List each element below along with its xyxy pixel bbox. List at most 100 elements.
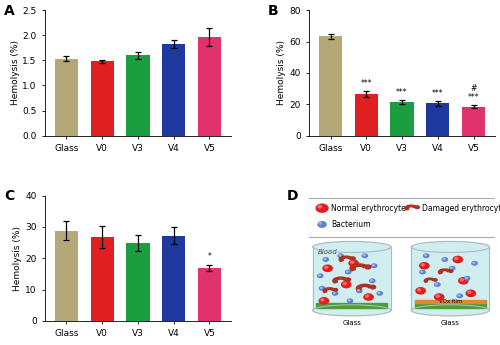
Circle shape xyxy=(464,277,469,280)
Ellipse shape xyxy=(412,241,490,253)
Polygon shape xyxy=(412,247,490,310)
Circle shape xyxy=(458,278,468,284)
Circle shape xyxy=(349,260,358,266)
Circle shape xyxy=(420,263,429,269)
Circle shape xyxy=(346,278,350,281)
Text: VOx film: VOx film xyxy=(438,299,462,304)
Circle shape xyxy=(364,294,373,300)
Y-axis label: Hemolysis (%): Hemolysis (%) xyxy=(10,40,20,106)
Text: A: A xyxy=(4,4,15,18)
Text: Blood: Blood xyxy=(318,249,337,255)
Text: B: B xyxy=(268,4,279,18)
Ellipse shape xyxy=(313,241,391,253)
Polygon shape xyxy=(415,300,486,303)
Polygon shape xyxy=(313,247,391,310)
Circle shape xyxy=(473,262,474,263)
Circle shape xyxy=(422,264,424,266)
Bar xyxy=(126,243,150,321)
Circle shape xyxy=(323,258,328,261)
Circle shape xyxy=(436,295,439,297)
Ellipse shape xyxy=(412,305,490,316)
Circle shape xyxy=(443,258,445,260)
Circle shape xyxy=(338,254,344,257)
Circle shape xyxy=(424,254,429,257)
Bar xyxy=(162,236,186,321)
Circle shape xyxy=(348,299,352,303)
Bar xyxy=(55,231,78,321)
Circle shape xyxy=(455,257,458,259)
Polygon shape xyxy=(339,256,353,262)
FancyBboxPatch shape xyxy=(308,198,496,237)
Circle shape xyxy=(324,266,328,268)
Circle shape xyxy=(420,270,425,274)
Circle shape xyxy=(416,288,426,294)
Text: Glass: Glass xyxy=(441,319,460,326)
Text: #: # xyxy=(470,84,476,93)
Circle shape xyxy=(320,298,328,304)
Polygon shape xyxy=(356,284,373,290)
Circle shape xyxy=(350,257,355,260)
Circle shape xyxy=(362,254,368,257)
Circle shape xyxy=(418,289,420,291)
Circle shape xyxy=(372,265,374,266)
Circle shape xyxy=(421,271,422,272)
Text: Bacterium: Bacterium xyxy=(331,220,370,229)
Circle shape xyxy=(318,275,320,276)
Circle shape xyxy=(332,292,338,295)
Text: Normal erythrocyte: Normal erythrocyte xyxy=(331,204,406,213)
Circle shape xyxy=(316,204,328,212)
Circle shape xyxy=(334,288,338,291)
Y-axis label: Hemolysis (%): Hemolysis (%) xyxy=(14,226,22,291)
Circle shape xyxy=(472,262,477,265)
Circle shape xyxy=(468,291,471,293)
Circle shape xyxy=(318,205,322,208)
Text: Damaged erythrocyte: Damaged erythrocyte xyxy=(422,204,500,213)
Bar xyxy=(90,237,114,321)
Circle shape xyxy=(372,264,376,267)
Circle shape xyxy=(460,279,464,281)
Bar xyxy=(126,56,150,136)
Bar xyxy=(198,268,221,321)
Text: ***: *** xyxy=(360,79,372,88)
Circle shape xyxy=(346,270,350,274)
Bar xyxy=(426,104,450,136)
Polygon shape xyxy=(350,264,368,271)
Circle shape xyxy=(339,255,341,256)
Circle shape xyxy=(436,283,438,285)
Circle shape xyxy=(334,292,336,294)
Circle shape xyxy=(319,222,322,224)
Circle shape xyxy=(466,277,468,278)
Text: Glass: Glass xyxy=(342,319,361,326)
Bar xyxy=(319,36,342,136)
Text: ***: *** xyxy=(432,89,444,98)
Circle shape xyxy=(370,279,375,283)
Circle shape xyxy=(346,271,348,272)
Circle shape xyxy=(370,285,376,289)
Circle shape xyxy=(363,255,365,256)
Bar xyxy=(354,94,378,136)
Circle shape xyxy=(450,267,452,268)
Polygon shape xyxy=(424,278,436,282)
Circle shape xyxy=(318,222,326,227)
Bar xyxy=(90,61,114,136)
Circle shape xyxy=(366,295,368,297)
Circle shape xyxy=(466,290,475,296)
Y-axis label: Hemolysis (%): Hemolysis (%) xyxy=(278,40,286,106)
Text: ***: *** xyxy=(468,92,479,101)
Circle shape xyxy=(458,295,460,296)
Circle shape xyxy=(442,258,448,261)
Polygon shape xyxy=(323,288,336,293)
Circle shape xyxy=(435,283,440,286)
Circle shape xyxy=(348,300,350,301)
Circle shape xyxy=(350,261,354,263)
Circle shape xyxy=(449,270,453,273)
Polygon shape xyxy=(415,303,486,308)
Bar xyxy=(390,102,413,136)
Circle shape xyxy=(320,287,322,288)
Circle shape xyxy=(321,299,324,301)
Circle shape xyxy=(323,265,332,272)
Circle shape xyxy=(342,282,351,288)
Circle shape xyxy=(453,256,462,263)
Text: *: * xyxy=(208,253,212,262)
Circle shape xyxy=(320,287,324,290)
